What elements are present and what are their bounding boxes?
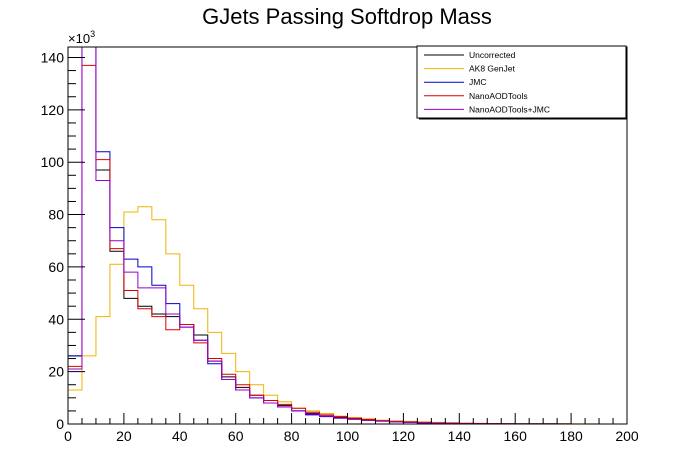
y-tick-label: 0	[56, 416, 64, 432]
y-tick-label: 100	[41, 154, 65, 170]
x-tick-label: 200	[615, 428, 639, 444]
x-tick-label: 100	[336, 428, 360, 444]
x-tick-label: 20	[116, 428, 132, 444]
legend: Uncorrected AK8 GenJet JMC NanoAODTools Nano…	[416, 45, 627, 120]
legend-entry: NanoAODTools	[469, 91, 528, 101]
y-exponent-label: ×103	[68, 29, 95, 46]
y-tick-label: 40	[48, 311, 64, 327]
x-tick-label: 140	[448, 428, 472, 444]
legend-entry: JMC	[469, 77, 486, 87]
y-tick-label: 60	[48, 259, 64, 275]
x-tick-label: 180	[559, 428, 583, 444]
legend-entry: Uncorrected	[469, 50, 516, 60]
chart-title: GJets Passing Softdrop Mass	[202, 4, 492, 29]
x-tick-label: 160	[504, 428, 528, 444]
y-tick-label: 80	[48, 207, 64, 223]
x-tick-label: 80	[284, 428, 300, 444]
y-exponent-power: 3	[90, 29, 95, 39]
legend-entry: NanoAODTools+JMC	[469, 104, 550, 114]
axes: 0 20 40 60 80 100 120 140 160 180 200 0 20 40 60 80 100 1…	[41, 29, 639, 444]
x-tick-label: 0	[64, 428, 72, 444]
x-tick-label: 60	[228, 428, 244, 444]
y-tick-label: 140	[41, 49, 65, 65]
y-tick-label: 20	[48, 364, 64, 380]
x-tick-label: 40	[172, 428, 188, 444]
x-tick-label: 120	[392, 428, 416, 444]
y-tick-label: 120	[41, 102, 65, 118]
legend-entry: AK8 GenJet	[469, 64, 515, 74]
